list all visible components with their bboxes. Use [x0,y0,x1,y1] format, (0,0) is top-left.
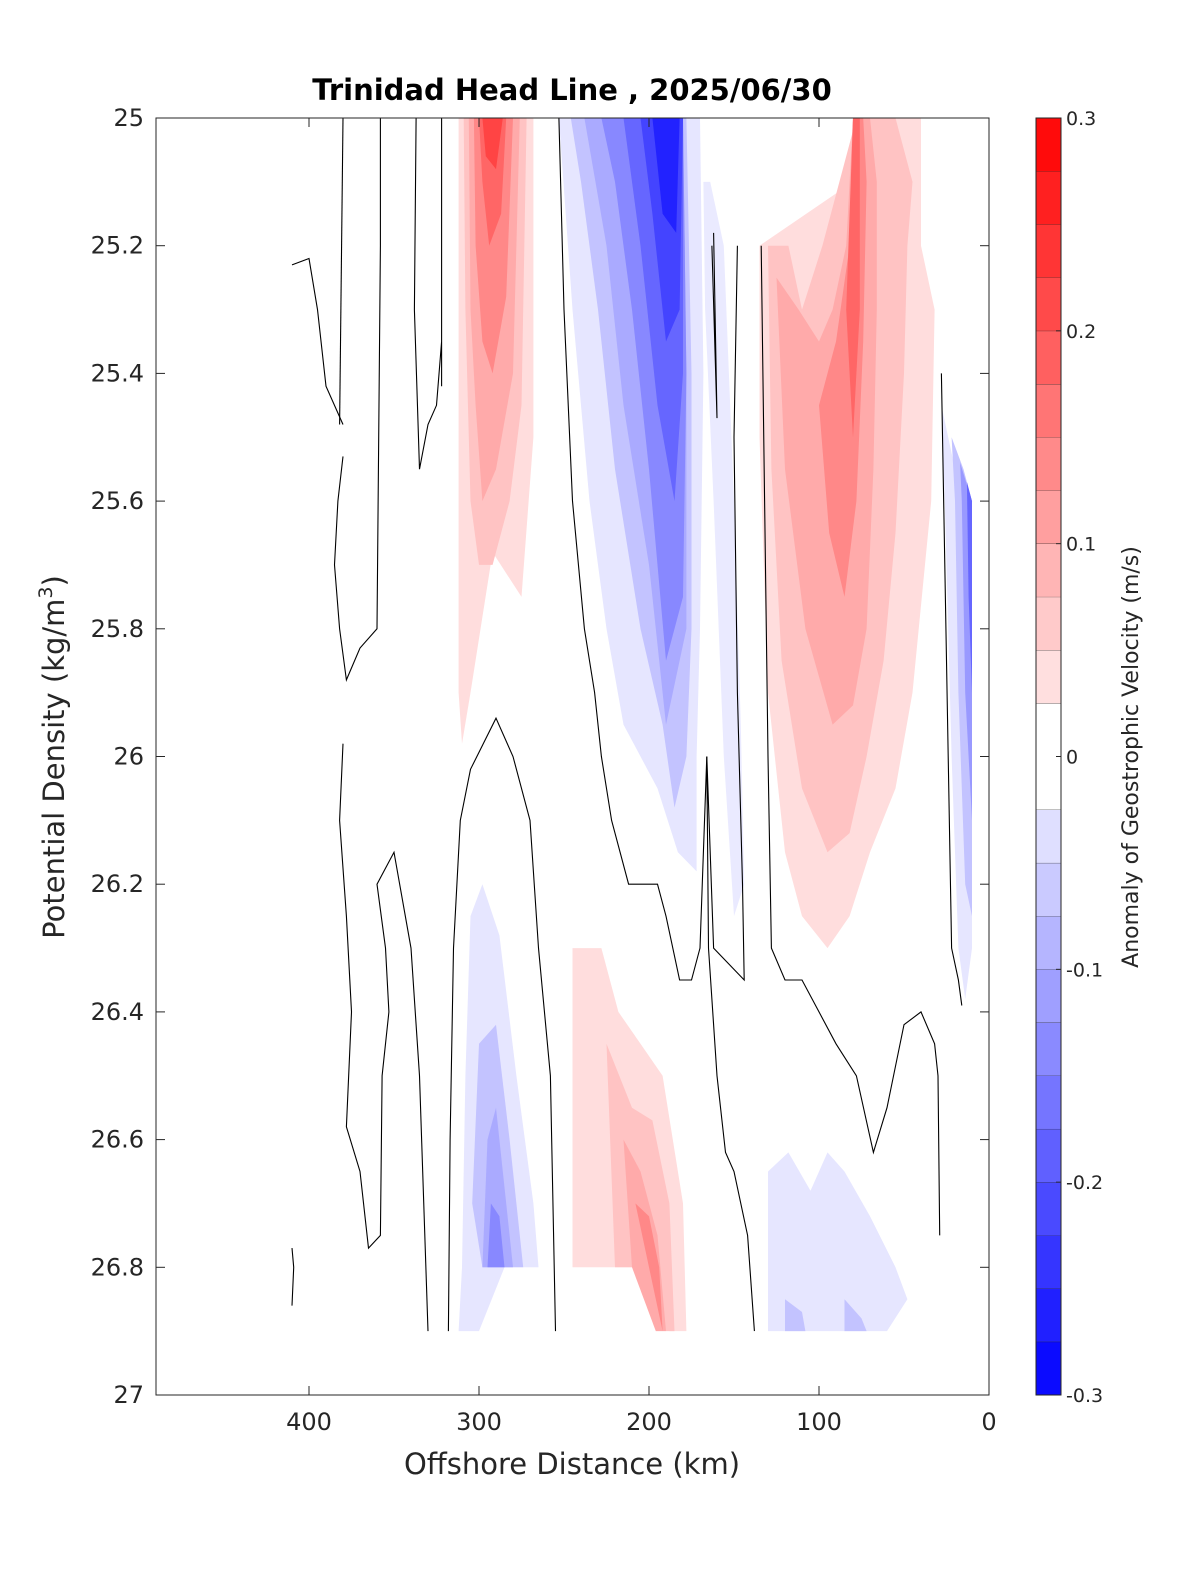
colorbar-step [1036,277,1061,331]
contour-region-negative-sliver-150 [703,181,745,917]
zero-contour-line-9 [760,245,941,1236]
contour-band-negative-deep-100-0 [768,1152,908,1332]
y-tick-label: 25 [113,104,144,132]
contour-region-positive-core-300 [458,118,534,744]
y-tick-label: 26.8 [91,1253,144,1281]
zero-contour-line-5 [447,716,557,1332]
contour-fills [458,118,972,1332]
zero-contour-line-4 [339,743,429,1332]
y-axis-title-close: ) [37,575,71,586]
colorbar-step [1036,1075,1061,1129]
colorbar-tick-label: -0.1 [1066,959,1103,981]
colorbar-step [1036,330,1061,385]
colorbar-step [1036,809,1061,863]
y-tick-label: 27 [113,1381,144,1409]
contour-band-negative-core-200-6 [652,118,680,233]
colorbar-tick-label: -0.3 [1066,1385,1103,1407]
colorbar-tick-label: 0.2 [1066,321,1096,343]
zero-contours [291,117,963,1332]
axis-ticks: 400 300 200 100 0 25 25.2 25.4 25.6 25.8 26 26.2 26.… [91,104,997,1436]
x-tick-label: 100 [796,1408,842,1436]
colorbar-title: Anomaly of Geostrophic Velocity (m/s) [1119,546,1144,968]
zero-contour-line-1 [339,117,344,425]
zero-contour-line-11 [291,1248,295,1306]
y-axis-title-superscript: 3 [35,586,57,598]
x-axis-title: Offshore Distance (km) [404,1447,740,1481]
zero-contour-line-6 [558,117,708,981]
contour-band-negative-deep-100-2 [844,1299,867,1332]
contour-band-negative-nearshore-3 [966,481,972,693]
zero-contour-line-7 [711,232,718,419]
y-tick-label: 25.2 [91,232,144,260]
colorbar-step [1036,384,1061,438]
contour-band-positive-core-100-4 [846,118,860,438]
zero-contour-line-3 [413,117,443,470]
colorbar-step [1036,1128,1061,1183]
y-tick-label: 25.4 [91,359,144,387]
colorbar-step [1036,969,1061,1023]
y-tick-label: 26.2 [91,870,144,898]
contour-band-negative-deep-300-3 [487,1203,505,1268]
colorbar-tick-label: 0 [1066,747,1078,769]
contour-region-negative-nearshore [941,405,972,1000]
colorbar-step [1036,916,1061,970]
x-tick-label: 300 [456,1408,502,1436]
colorbar-step [1036,171,1061,225]
colorbar-step [1036,1341,1061,1395]
x-tick-label: 400 [286,1408,332,1436]
colorbar-tick-label: 0.1 [1066,534,1096,556]
colorbar-step [1036,437,1061,491]
colorbar-step [1036,1235,1061,1289]
x-tick-label: 200 [626,1408,672,1436]
contour-band-negative-deep-100-1 [785,1299,806,1332]
zero-contour-line-0 [291,257,344,425]
colorbar-step [1036,1022,1061,1076]
y-tick-label: 26 [113,743,144,771]
colorbar-step [1036,650,1061,704]
y-tick-label: 26.6 [91,1126,144,1154]
colorbar-step [1036,490,1061,544]
colorbar-tick-label: 0.3 [1066,108,1096,130]
y-axis-title: Potential Density (kg/m3) [35,575,71,939]
y-tick-label: 25.6 [91,487,144,515]
contour-region-negative-deep-100 [768,1152,908,1332]
chart-title: Trinidad Head Line , 2025/06/30 [312,73,832,107]
contour-band-negative-sliver-150-0 [703,181,745,917]
y-tick-label: 25.8 [91,615,144,643]
zero-contour-line-2 [333,118,381,682]
contour-band-positive-deep-200-3 [635,1203,663,1332]
colorbar-step [1036,224,1061,278]
contour-band-positive-core-300-5 [482,118,503,170]
contour-region-negative-deep-300 [458,884,539,1332]
colorbar-step [1036,596,1061,651]
zero-contour-line-8 [706,245,755,1332]
colorbar-step [1036,1182,1061,1236]
colorbar-step [1036,1288,1061,1342]
contour-region-positive-deep-200 [572,948,687,1332]
y-axis-title-main: Potential Density (kg/m [37,599,71,939]
contour-region-negative-core-200 [558,118,704,872]
colorbar-step [1036,118,1061,172]
colorbar-tick-label: -0.2 [1066,1172,1103,1194]
x-tick-label: 0 [981,1408,996,1436]
colorbar: 0.3 0.2 0.1 0 -0.1 -0.2 -0.3 [1035,108,1103,1407]
colorbar-step [1036,862,1061,917]
zero-contour-line-10 [940,373,963,1006]
contour-region-positive-core-100 [759,118,935,949]
colorbar-step [1036,543,1061,597]
y-tick-label: 26.4 [91,998,144,1026]
